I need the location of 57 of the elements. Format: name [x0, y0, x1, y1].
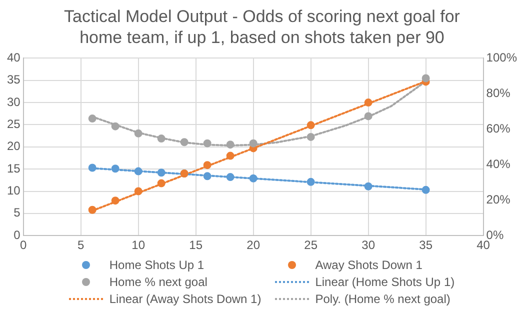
point	[226, 140, 234, 149]
point	[180, 138, 188, 146]
point	[249, 139, 258, 148]
y-tick-label: 0	[14, 228, 21, 242]
legend-label: Home % next goal	[109, 275, 208, 289]
x-tick-label: 25	[304, 238, 318, 252]
point	[364, 182, 372, 190]
chart-title: Tactical Model Output - Odds of scoring next goal for home team, if up 1, based on shots taken per 90	[63, 6, 461, 48]
point	[203, 172, 212, 180]
x-tick-label: 20	[246, 238, 260, 252]
point	[422, 186, 430, 194]
point	[203, 139, 212, 148]
y2-tick-label: 60%	[486, 121, 511, 136]
point	[364, 112, 372, 120]
y2-tick-label: 80%	[486, 86, 511, 100]
legend-label: Linear (Home Shots Up 1)	[315, 275, 455, 289]
y-tick-label: 30	[6, 94, 21, 109]
point	[364, 98, 372, 107]
x-tick-label: 5	[78, 238, 84, 252]
point	[422, 74, 430, 82]
point	[88, 114, 96, 123]
point	[157, 134, 166, 143]
point	[306, 132, 315, 141]
point	[134, 129, 142, 138]
point	[306, 178, 315, 186]
point	[134, 187, 142, 196]
point	[134, 167, 142, 176]
point	[157, 179, 166, 188]
point	[111, 164, 120, 173]
point	[226, 173, 234, 182]
legend-label: Poly. (Home % next goal)	[315, 292, 450, 306]
y2-tick-label: 20%	[486, 192, 511, 206]
y-tick-label: 25	[6, 117, 21, 132]
y-tick-label: 5	[14, 206, 21, 220]
y-tick-label: 15	[6, 161, 21, 176]
y2-tick-label: 100%	[486, 50, 518, 65]
y-tick-label: 10	[6, 184, 21, 198]
point	[88, 164, 96, 172]
x-tick-label: 10	[132, 238, 146, 252]
y-tick-label: 40	[6, 50, 21, 65]
point	[157, 168, 166, 177]
x-tick-label: 35	[419, 238, 433, 252]
legend-label: Home Shots Up 1	[109, 258, 204, 272]
point	[249, 174, 258, 182]
point	[306, 121, 315, 130]
point	[111, 196, 120, 205]
point	[111, 122, 120, 130]
point	[226, 152, 234, 160]
x-tick-label: 15	[189, 238, 203, 252]
legend-label: Linear (Away Shots Down 1)	[109, 292, 262, 306]
y2-tick-label: 40%	[486, 156, 511, 171]
point	[203, 161, 212, 170]
x-tick-label: 30	[362, 238, 376, 252]
y-tick-label: 20	[6, 139, 21, 154]
y-tick-label: 35	[6, 72, 21, 87]
legend-label: Away Shots Down 1	[315, 258, 422, 272]
point	[88, 206, 96, 214]
